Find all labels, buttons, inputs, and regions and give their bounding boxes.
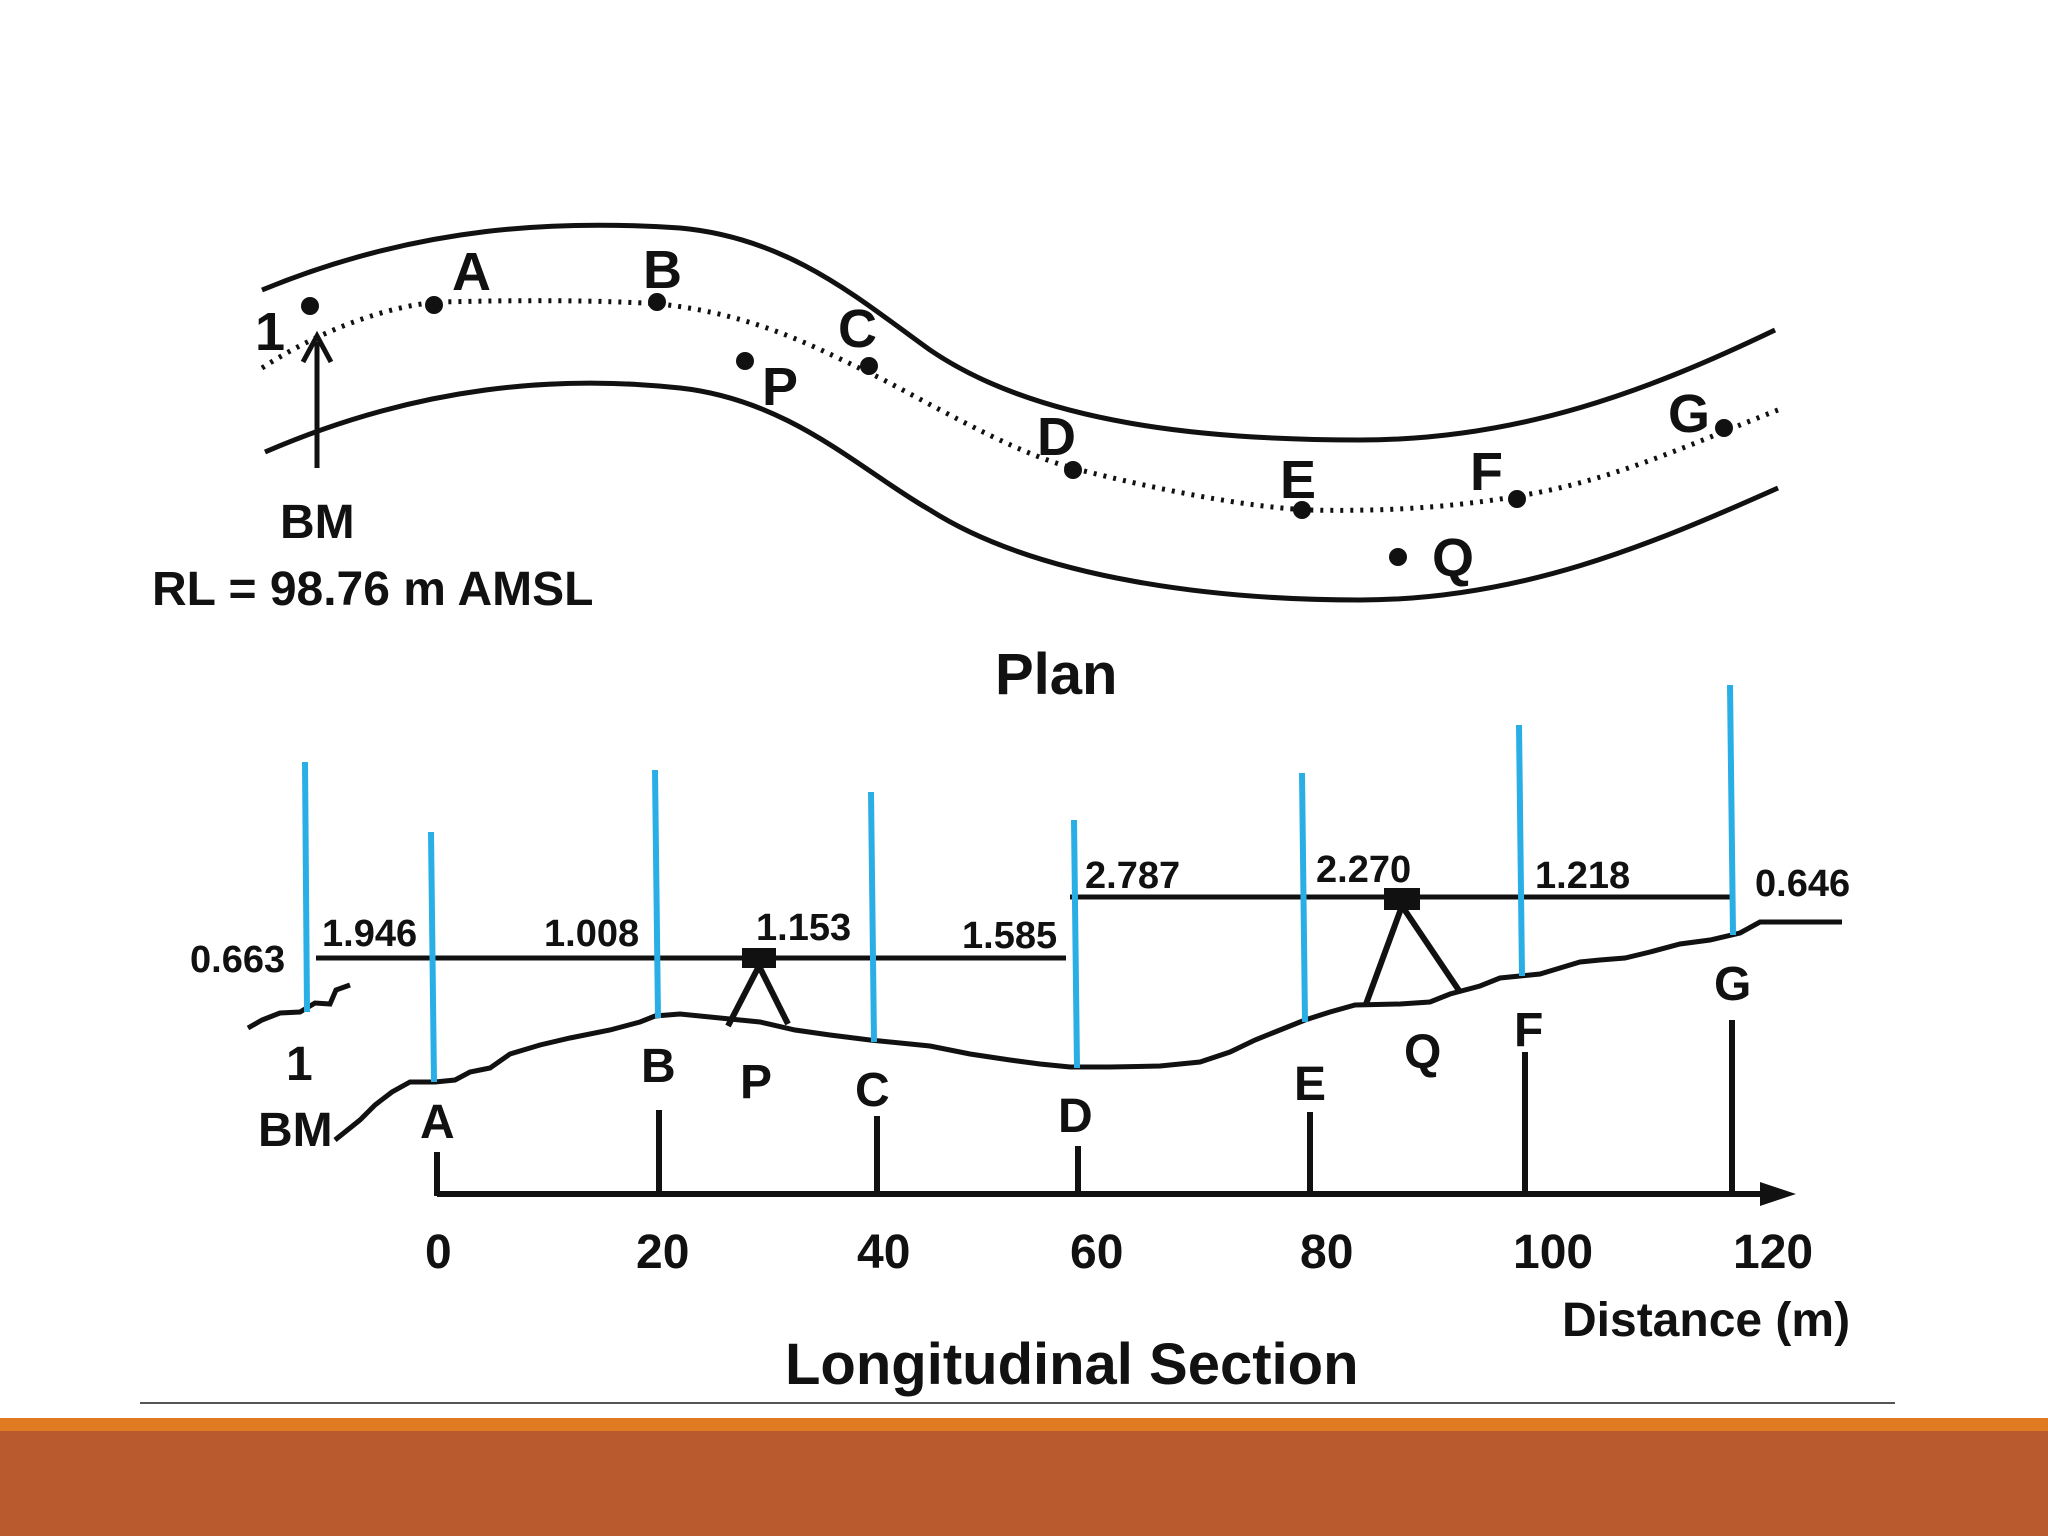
section-label-f: F [1514, 1004, 1543, 1057]
level-instrument-p-icon [725, 948, 791, 1028]
axis-tick-label-120: 120 [1733, 1226, 1813, 1279]
plan-dot-1 [301, 297, 319, 315]
reading-bm: 0.663 [190, 939, 285, 981]
reading-f: 1.218 [1535, 855, 1630, 897]
axis-tick-label-20: 20 [636, 1226, 689, 1279]
section-label-p: P [740, 1056, 772, 1109]
longitudinal-section: 0.663 1.946 1.008 1.153 1.585 2.787 2.27… [190, 684, 1850, 1397]
plan-dot-p [736, 352, 754, 370]
plan-dot-a [425, 296, 443, 314]
plan-label-a: A [452, 242, 491, 302]
axis-tick-label-0: 0 [425, 1226, 452, 1279]
section-label-c: C [855, 1064, 890, 1117]
section-label-e: E [1294, 1058, 1326, 1111]
plan-title: Plan [995, 642, 1118, 707]
plan-dot-d [1064, 461, 1082, 479]
axis-tick-label-60: 60 [1070, 1226, 1123, 1279]
reading-b: 1.008 [544, 913, 639, 955]
reading-e: 2.270 [1316, 849, 1411, 891]
section-label-a: A [420, 1096, 455, 1149]
reading-d2: 2.787 [1085, 855, 1180, 897]
plan-dot-b [648, 293, 666, 311]
staff-a [428, 831, 437, 1083]
axis-title: Distance (m) [1562, 1294, 1850, 1347]
road-lower-edge [264, 380, 1780, 603]
staff-b [652, 769, 661, 1019]
staff-g [1727, 684, 1736, 936]
plan-label-f: F [1470, 442, 1503, 502]
reading-d1: 1.585 [962, 915, 1057, 957]
section-label-d: D [1058, 1090, 1093, 1143]
reading-a: 1.946 [322, 913, 417, 955]
section-title: Longitudinal Section [785, 1332, 1359, 1397]
footer-band [0, 1431, 2048, 1536]
staff-e [1299, 772, 1308, 1023]
bm-arrow-icon [300, 330, 334, 364]
plan-dot-g [1715, 419, 1733, 437]
plan-label-p: P [762, 357, 798, 417]
plan-dot-q [1389, 548, 1407, 566]
surveying-diagram: 1 A B P C D E Q F G BM RL = 98.76 m AMSL… [152, 222, 1850, 1397]
section-label-1: 1 [286, 1038, 313, 1091]
road-upper-edge [261, 222, 1777, 443]
axis-tick-label-40: 40 [857, 1226, 910, 1279]
staff-bm [302, 761, 310, 1013]
ground-profile [333, 919, 1842, 1142]
plan-label-b: B [643, 240, 682, 300]
level-instrument-q-icon [1363, 888, 1463, 1006]
reading-c: 1.153 [756, 907, 851, 949]
section-label-b: B [641, 1040, 676, 1093]
section-label-g: G [1714, 958, 1751, 1011]
plan-label-g: G [1668, 384, 1710, 444]
reading-g: 0.646 [1755, 863, 1850, 905]
footer-rule [140, 1402, 1895, 1404]
section-label-bm: BM [258, 1104, 333, 1157]
plan-dot-e [1293, 501, 1311, 519]
plan-label-q: Q [1432, 528, 1474, 588]
staff-c [868, 791, 877, 1043]
axis-tick-label-80: 80 [1300, 1226, 1353, 1279]
section-label-q: Q [1404, 1026, 1441, 1079]
plan-bm-label: BM [280, 496, 355, 549]
road-centerline [260, 298, 1779, 513]
plan-label-e: E [1280, 450, 1316, 510]
ground-left-stub [246, 982, 351, 1031]
plan-rl-label: RL = 98.76 m AMSL [152, 563, 594, 616]
plan-view: 1 A B P C D E Q F G BM RL = 98.76 m AMSL… [152, 222, 1780, 707]
footer-accent-stripe [0, 1418, 2048, 1431]
plan-dot-f [1508, 490, 1526, 508]
plan-label-1: 1 [255, 302, 285, 362]
plan-label-d: D [1037, 407, 1076, 467]
plan-label-c: C [838, 299, 877, 359]
axis-arrow-icon [1760, 1182, 1796, 1206]
axis-tick-label-100: 100 [1513, 1226, 1593, 1279]
plan-dot-c [860, 357, 878, 375]
staff-f [1516, 724, 1525, 977]
staff-d [1071, 819, 1080, 1069]
